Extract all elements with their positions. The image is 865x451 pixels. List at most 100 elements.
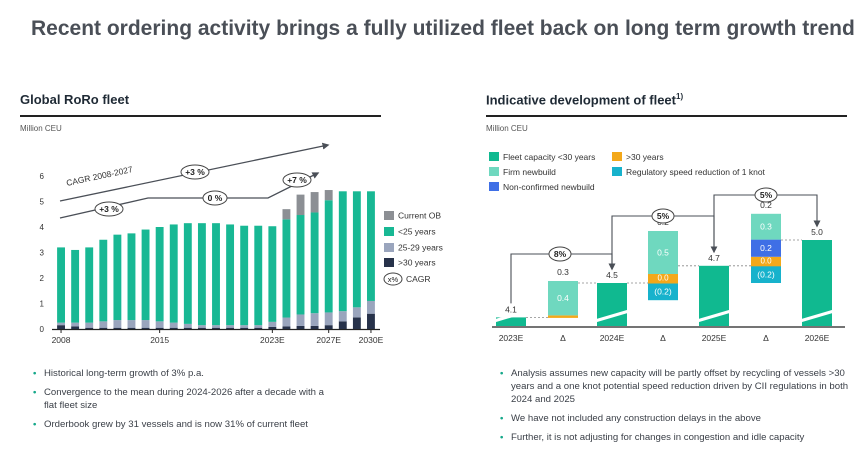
bar-segment	[212, 223, 220, 326]
bar-segment	[212, 325, 220, 328]
bar-segment	[141, 327, 150, 329]
bar-segment	[268, 226, 277, 322]
growth-badge-label: 5%	[760, 190, 773, 200]
bar-segment	[310, 313, 319, 326]
bar-segment	[296, 194, 305, 216]
bar-segment	[324, 200, 333, 313]
gt30-segment	[751, 263, 781, 267]
early-growth-label: +3 %	[99, 204, 119, 214]
waterfall-legend-swatch	[489, 167, 499, 176]
total-value-label: 4.1	[505, 304, 517, 314]
bar-segment	[226, 327, 235, 329]
bar-segment	[99, 239, 108, 322]
right-bullet-list: Analysis assumes new capacity will be pa…	[497, 367, 849, 450]
bar-segment	[296, 325, 305, 329]
firm-newbuild-label: 0.5	[657, 248, 669, 258]
bar-segment	[338, 311, 347, 322]
delta-net-label: 0.3	[557, 267, 569, 277]
bar-segment	[282, 317, 291, 327]
bar-segment	[226, 224, 235, 326]
x-tick-label: 2030E	[359, 335, 384, 345]
bar-segment	[352, 317, 361, 329]
bar-segment	[155, 327, 164, 329]
bar-segment	[85, 322, 94, 328]
right-title-text: Indicative development of fleet	[486, 92, 676, 108]
left-divider	[20, 115, 381, 117]
flat-growth-badge	[202, 190, 228, 206]
waterfall-category-label: Δ	[560, 333, 566, 343]
speed-reduction-label: (0.2)	[654, 287, 672, 297]
legend-label: 25-29 years	[398, 243, 443, 253]
x-tick-label: 2023E	[260, 335, 285, 345]
legend-swatch	[384, 227, 394, 236]
speed-reduction-segment	[751, 265, 781, 283]
bar-segment	[240, 325, 249, 328]
right-unit-label: Million CEU	[486, 124, 528, 133]
nonconfirmed-label: 0.2	[760, 243, 772, 253]
bar-segment	[310, 192, 319, 213]
right-title-footnote: 1)	[676, 92, 684, 101]
trend-badge	[180, 164, 210, 180]
waterfall-category-label: 2024E	[600, 333, 625, 343]
waterfall-legend-label: Fleet capacity <30 years	[503, 152, 595, 162]
axis-break-mark	[594, 309, 630, 323]
right-divider	[486, 115, 847, 117]
bar-segment	[71, 249, 80, 323]
axis-break-mark	[696, 309, 732, 323]
bar-segment	[141, 229, 150, 321]
recent-growth-badge	[282, 172, 312, 188]
flat-growth-label: 0 %	[208, 193, 223, 203]
x-tick-label: 2027E	[316, 335, 341, 345]
cagr-legend-badge-label: x%	[388, 275, 399, 284]
trend-badge-label: +3 %	[185, 167, 205, 177]
speed-reduction-segment	[648, 283, 678, 301]
right-bullet-1: Analysis assumes new capacity will be pa…	[497, 367, 849, 406]
bar-segment	[296, 314, 305, 326]
bar-segment	[183, 223, 192, 324]
bar-segment	[254, 327, 263, 329]
bar-segment	[282, 219, 291, 318]
growth-badge	[548, 246, 572, 262]
gt30-label: 0.0	[760, 256, 772, 265]
waterfall-legend-swatch	[489, 152, 499, 161]
y-tick-label: 2	[40, 274, 45, 283]
left-bullet-1: Historical long-term growth of 3% p.a.	[30, 367, 330, 380]
bar-segment	[254, 325, 263, 328]
bar-segment	[113, 320, 122, 328]
waterfall-legend-label: >30 years	[626, 152, 664, 162]
gt30-segment	[648, 281, 678, 284]
bar-segment	[71, 322, 80, 327]
bar-segment	[338, 321, 347, 329]
bar-segment	[85, 327, 94, 329]
y-tick-label: 5	[40, 198, 45, 207]
right-chart-title: Indicative development of fleet1)	[486, 92, 683, 107]
bar-segment	[367, 191, 375, 301]
growth-badge-label: 8%	[554, 249, 567, 259]
bar-segment	[141, 320, 150, 328]
y-tick-label: 6	[40, 172, 45, 181]
waterfall-legend-swatch	[612, 167, 622, 176]
axis-break-mark	[799, 309, 835, 323]
bar-segment	[352, 307, 361, 318]
right-bullet-3: Further, it is not adjusting for changes…	[497, 431, 849, 444]
legend-swatch	[384, 243, 394, 252]
bar-segment	[113, 234, 122, 321]
bar-segment	[183, 327, 192, 329]
x-tick-label: 2008	[52, 335, 71, 345]
firm-newbuild-label: 0.3	[760, 222, 772, 232]
firm-newbuild-segment	[751, 213, 781, 240]
bar-segment	[226, 325, 235, 328]
bar-segment	[113, 327, 122, 329]
firm-newbuild-label: 0.4	[557, 293, 569, 303]
bar-segment	[282, 209, 291, 220]
cagr-legend-badge	[383, 272, 403, 286]
speed-reduction-label: (0.2)	[757, 269, 775, 279]
bar-segment	[367, 313, 375, 329]
bar-segment	[155, 227, 164, 322]
total-value-label: 5.0	[811, 227, 823, 237]
y-tick-label: 4	[40, 223, 45, 232]
growth-badge	[651, 208, 675, 224]
bar-segment	[169, 327, 178, 329]
gt30-segment	[548, 315, 578, 318]
